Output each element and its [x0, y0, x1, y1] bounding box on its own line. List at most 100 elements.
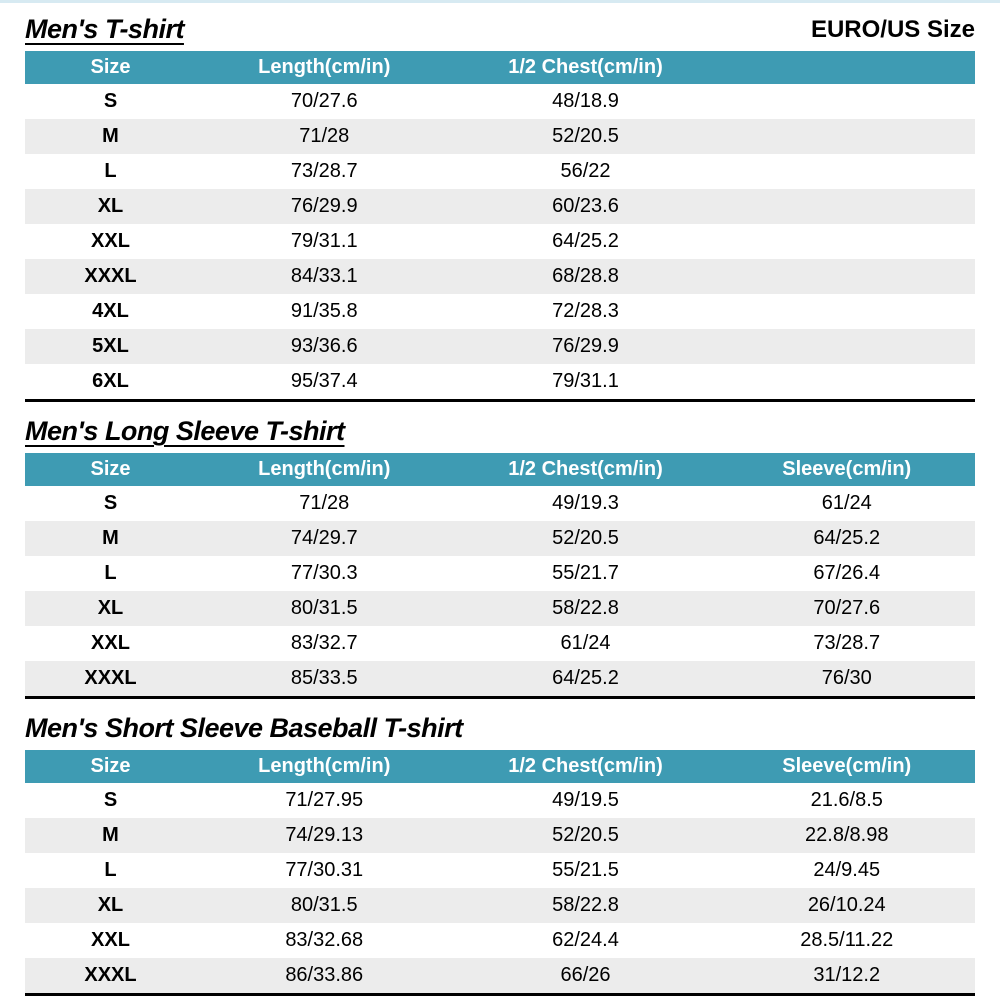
size-cell: XXL	[91, 632, 130, 654]
size-cell: XL	[97, 195, 124, 217]
value-cell	[719, 154, 976, 189]
table-row: S 70/27.6 48/18.9	[25, 84, 975, 119]
size-cell: L	[104, 160, 117, 182]
table-row: M 74/29.13 52/20.5 22.8/8.98	[25, 818, 975, 853]
table-row: M 74/29.7 52/20.5 64/25.2	[25, 521, 975, 556]
value-cell	[719, 364, 976, 401]
size-cell: M	[102, 125, 119, 147]
column-header: 1/2 Chest(cm/in)	[452, 51, 719, 84]
section-mens-long-sleeve-tshirt: Men's Long Sleeve T-shirt Size Length(cm/…	[25, 402, 975, 699]
header-row: Size Length(cm/in) 1/2 Chest(cm/in) Sleeve(…	[25, 453, 975, 486]
value-cell: 64/25.2	[552, 667, 619, 689]
section-header: Men's Long Sleeve T-shirt	[25, 402, 975, 453]
value-cell: 49/19.5	[552, 789, 619, 811]
value-cell: 58/22.8	[552, 597, 619, 619]
value-cell: 55/21.7	[552, 562, 619, 584]
value-cell: 93/36.6	[290, 335, 358, 357]
size-cell: XL	[97, 894, 124, 916]
column-header	[718, 51, 975, 84]
value-cell: 22.8/8.98	[805, 824, 889, 846]
value-cell: 52/20.5	[552, 824, 619, 846]
size-table-mens-long-sleeve-tshirt: Size Length(cm/in) 1/2 Chest(cm/in) Sleeve(…	[25, 453, 975, 699]
size-cell: XXL	[91, 929, 130, 951]
table-row: XL 80/31.5 58/22.8 70/27.6	[25, 591, 975, 626]
section-title-mens-tshirt: Men's T-shirt	[25, 14, 184, 44]
value-cell: 85/33.5	[290, 667, 358, 689]
value-cell: 83/32.68	[285, 929, 364, 951]
table-row: 5XL 93/36.6 76/29.9	[25, 329, 975, 364]
table-row: XL 76/29.9 60/23.6	[25, 189, 975, 224]
size-cell: M	[102, 824, 119, 846]
size-cell: XXL	[91, 230, 130, 252]
value-cell: 56/22	[560, 160, 611, 182]
table-row: M 71/28 52/20.5	[25, 119, 975, 154]
value-cell: 84/33.1	[290, 265, 358, 287]
column-header: Length(cm/in)	[196, 750, 453, 783]
value-cell: 61/24	[560, 632, 611, 654]
value-cell: 77/30.31	[285, 859, 364, 881]
value-cell	[719, 259, 976, 294]
size-cell: S	[103, 492, 118, 514]
table-row: L 73/28.7 56/22	[25, 154, 975, 189]
column-header: 1/2 Chest(cm/in)	[452, 453, 719, 486]
value-cell: 71/28	[299, 125, 350, 147]
value-cell: 68/28.8	[552, 265, 619, 287]
value-cell: 60/23.6	[552, 195, 619, 217]
value-cell: 61/24	[821, 492, 872, 514]
value-cell: 28.5/11.22	[800, 929, 894, 951]
section-header: Men's T-shirt EURO/US Size	[25, 3, 975, 51]
section-title-mens-long-sleeve-tshirt: Men's Long Sleeve T-shirt	[25, 416, 345, 446]
value-cell: 62/24.4	[552, 929, 619, 951]
value-cell: 73/28.7	[813, 632, 881, 654]
value-cell: 48/18.9	[552, 90, 619, 112]
value-cell: 79/31.1	[290, 230, 358, 252]
size-cell: 5XL	[92, 335, 129, 357]
value-cell	[719, 294, 976, 329]
value-cell: 70/27.6	[813, 597, 881, 619]
value-cell: 79/31.1	[552, 370, 619, 392]
value-cell: 24/9.45	[813, 859, 881, 881]
size-standard-label: EURO/US Size	[810, 16, 975, 43]
column-header: Size	[25, 453, 196, 486]
value-cell: 80/31.5	[290, 597, 358, 619]
table-row: 6XL 95/37.4 79/31.1	[25, 364, 975, 401]
table-row: XXXL 85/33.5 64/25.2 76/30	[25, 661, 975, 698]
value-cell: 80/31.5	[290, 894, 358, 916]
table-row: L 77/30.3 55/21.7 67/26.4	[25, 556, 975, 591]
value-cell: 73/28.7	[290, 160, 358, 182]
size-cell: 4XL	[92, 300, 129, 322]
table-row: 4XL 91/35.8 72/28.3	[25, 294, 975, 329]
value-cell: 26/10.24	[807, 894, 886, 916]
value-cell	[719, 84, 976, 119]
column-header: Sleeve(cm/in)	[718, 453, 975, 486]
header-row: Size Length(cm/in) 1/2 Chest(cm/in)	[25, 51, 975, 84]
size-cell: XXXL	[84, 265, 137, 287]
value-cell: 31/12.2	[813, 964, 881, 986]
table-row: XXL 79/31.1 64/25.2	[25, 224, 975, 259]
size-cell: S	[103, 789, 118, 811]
value-cell: 74/29.13	[285, 824, 364, 846]
value-cell: 77/30.3	[290, 562, 358, 584]
value-cell	[719, 189, 976, 224]
value-cell: 76/30	[821, 667, 872, 689]
value-cell: 71/27.95	[285, 789, 364, 811]
value-cell: 52/20.5	[552, 527, 619, 549]
column-header: 1/2 Chest(cm/in)	[452, 750, 719, 783]
size-cell: XL	[97, 597, 124, 619]
table-row: XXL 83/32.7 61/24 73/28.7	[25, 626, 975, 661]
size-cell: XXXL	[84, 667, 137, 689]
table-row: L 77/30.31 55/21.5 24/9.45	[25, 853, 975, 888]
value-cell: 95/37.4	[290, 370, 358, 392]
table-row: XXXL 86/33.86 66/26 31/12.2	[25, 958, 975, 995]
value-cell: 21.6/8.5	[810, 789, 883, 811]
value-cell: 74/29.7	[290, 527, 358, 549]
header-row: Size Length(cm/in) 1/2 Chest(cm/in) Sleeve(…	[25, 750, 975, 783]
size-cell: S	[103, 90, 118, 112]
value-cell: 91/35.8	[290, 300, 358, 322]
table-row: XXL 83/32.68 62/24.4 28.5/11.22	[25, 923, 975, 958]
value-cell: 52/20.5	[552, 125, 619, 147]
table-row: S 71/27.95 49/19.5 21.6/8.5	[25, 783, 975, 818]
column-header: Size	[25, 51, 196, 84]
value-cell	[719, 329, 976, 364]
value-cell	[719, 224, 976, 259]
